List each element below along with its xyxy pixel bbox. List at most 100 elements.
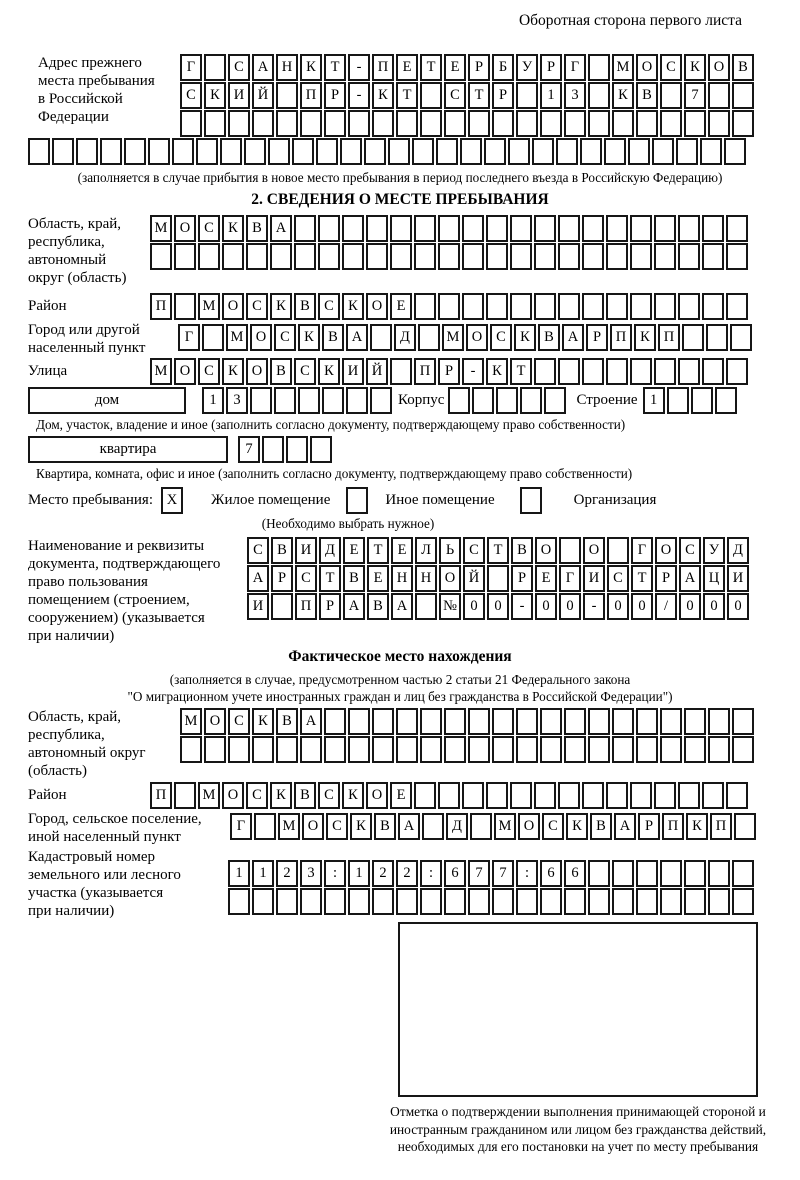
char-cell[interactable]: Р: [468, 54, 490, 81]
char-cell[interactable]: [732, 708, 754, 735]
char-cell[interactable]: №: [439, 593, 461, 620]
char-cell[interactable]: [732, 110, 754, 137]
char-cell[interactable]: [396, 110, 418, 137]
char-cell[interactable]: [652, 138, 674, 165]
char-cell[interactable]: [582, 215, 604, 242]
char-cell[interactable]: 6: [444, 860, 466, 887]
char-cell[interactable]: П: [372, 54, 394, 81]
char-cell[interactable]: Е: [535, 565, 557, 592]
char-cell[interactable]: [252, 110, 274, 137]
char-cell[interactable]: Е: [396, 54, 418, 81]
char-cell[interactable]: [300, 888, 322, 915]
char-cell[interactable]: [734, 813, 756, 840]
char-cell[interactable]: [250, 387, 272, 414]
char-cell[interactable]: С: [318, 782, 340, 809]
char-cell[interactable]: [324, 110, 346, 137]
char-cell[interactable]: [582, 243, 604, 270]
char-cell[interactable]: [342, 215, 364, 242]
char-cell[interactable]: А: [614, 813, 636, 840]
char-cell[interactable]: [604, 138, 626, 165]
char-cell[interactable]: А: [562, 324, 584, 351]
char-cell[interactable]: [202, 324, 224, 351]
char-cell[interactable]: [556, 138, 578, 165]
char-cell[interactable]: [180, 736, 202, 763]
char-cell[interactable]: П: [414, 358, 436, 385]
char-cell[interactable]: А: [247, 565, 269, 592]
char-cell[interactable]: М: [150, 215, 172, 242]
char-cell[interactable]: И: [583, 565, 605, 592]
char-cell[interactable]: Т: [420, 54, 442, 81]
char-cell[interactable]: [470, 813, 492, 840]
char-cell[interactable]: [228, 888, 250, 915]
char-cell[interactable]: [276, 888, 298, 915]
char-cell[interactable]: [204, 54, 226, 81]
char-cell[interactable]: [612, 888, 634, 915]
char-cell[interactable]: [588, 110, 610, 137]
char-cell[interactable]: [708, 860, 730, 887]
char-cell[interactable]: -: [511, 593, 533, 620]
char-cell[interactable]: В: [246, 215, 268, 242]
char-cell[interactable]: К: [270, 293, 292, 320]
char-cell[interactable]: [438, 782, 460, 809]
char-cell[interactable]: И: [247, 593, 269, 620]
char-cell[interactable]: [270, 243, 292, 270]
char-cell[interactable]: 7: [238, 436, 260, 463]
char-cell[interactable]: В: [270, 358, 292, 385]
char-cell[interactable]: Р: [586, 324, 608, 351]
char-cell[interactable]: [588, 708, 610, 735]
char-cell[interactable]: Е: [343, 537, 365, 564]
char-cell[interactable]: [630, 215, 652, 242]
checkbox-residential[interactable]: X: [161, 487, 183, 514]
char-cell[interactable]: [678, 358, 700, 385]
char-cell[interactable]: [271, 593, 293, 620]
char-cell[interactable]: У: [516, 54, 538, 81]
char-cell[interactable]: /: [655, 593, 677, 620]
char-cell[interactable]: [196, 138, 218, 165]
char-cell[interactable]: А: [346, 324, 368, 351]
char-cell[interactable]: [438, 243, 460, 270]
char-cell[interactable]: [534, 358, 556, 385]
char-cell[interactable]: [540, 110, 562, 137]
char-cell[interactable]: [462, 782, 484, 809]
char-cell[interactable]: 1: [348, 860, 370, 887]
char-cell[interactable]: О: [466, 324, 488, 351]
char-cell[interactable]: [348, 708, 370, 735]
char-cell[interactable]: [436, 138, 458, 165]
char-cell[interactable]: Н: [415, 565, 437, 592]
char-cell[interactable]: О: [535, 537, 557, 564]
char-cell[interactable]: [468, 736, 490, 763]
char-cell[interactable]: [582, 358, 604, 385]
char-cell[interactable]: :: [420, 860, 442, 887]
char-cell[interactable]: М: [442, 324, 464, 351]
char-cell[interactable]: 0: [463, 593, 485, 620]
char-cell[interactable]: [420, 110, 442, 137]
char-cell[interactable]: П: [150, 782, 172, 809]
char-cell[interactable]: О: [583, 537, 605, 564]
char-cell[interactable]: [702, 243, 724, 270]
char-cell[interactable]: 2: [396, 860, 418, 887]
char-cell[interactable]: [324, 708, 346, 735]
char-cell[interactable]: К: [684, 54, 706, 81]
char-cell[interactable]: [682, 324, 704, 351]
char-cell[interactable]: [730, 324, 752, 351]
char-cell[interactable]: И: [342, 358, 364, 385]
char-cell[interactable]: [492, 110, 514, 137]
char-cell[interactable]: [52, 138, 74, 165]
char-cell[interactable]: [492, 708, 514, 735]
char-cell[interactable]: М: [278, 813, 300, 840]
char-cell[interactable]: [726, 782, 748, 809]
char-cell[interactable]: [732, 82, 754, 109]
char-cell[interactable]: О: [174, 215, 196, 242]
char-cell[interactable]: [588, 888, 610, 915]
char-cell[interactable]: [390, 358, 412, 385]
char-cell[interactable]: В: [276, 708, 298, 735]
char-cell[interactable]: [420, 708, 442, 735]
char-cell[interactable]: [316, 138, 338, 165]
char-cell[interactable]: [487, 565, 509, 592]
char-cell[interactable]: [678, 215, 700, 242]
char-cell[interactable]: [628, 138, 650, 165]
char-cell[interactable]: О: [439, 565, 461, 592]
char-cell[interactable]: [348, 736, 370, 763]
char-cell[interactable]: [150, 243, 172, 270]
char-cell[interactable]: В: [322, 324, 344, 351]
